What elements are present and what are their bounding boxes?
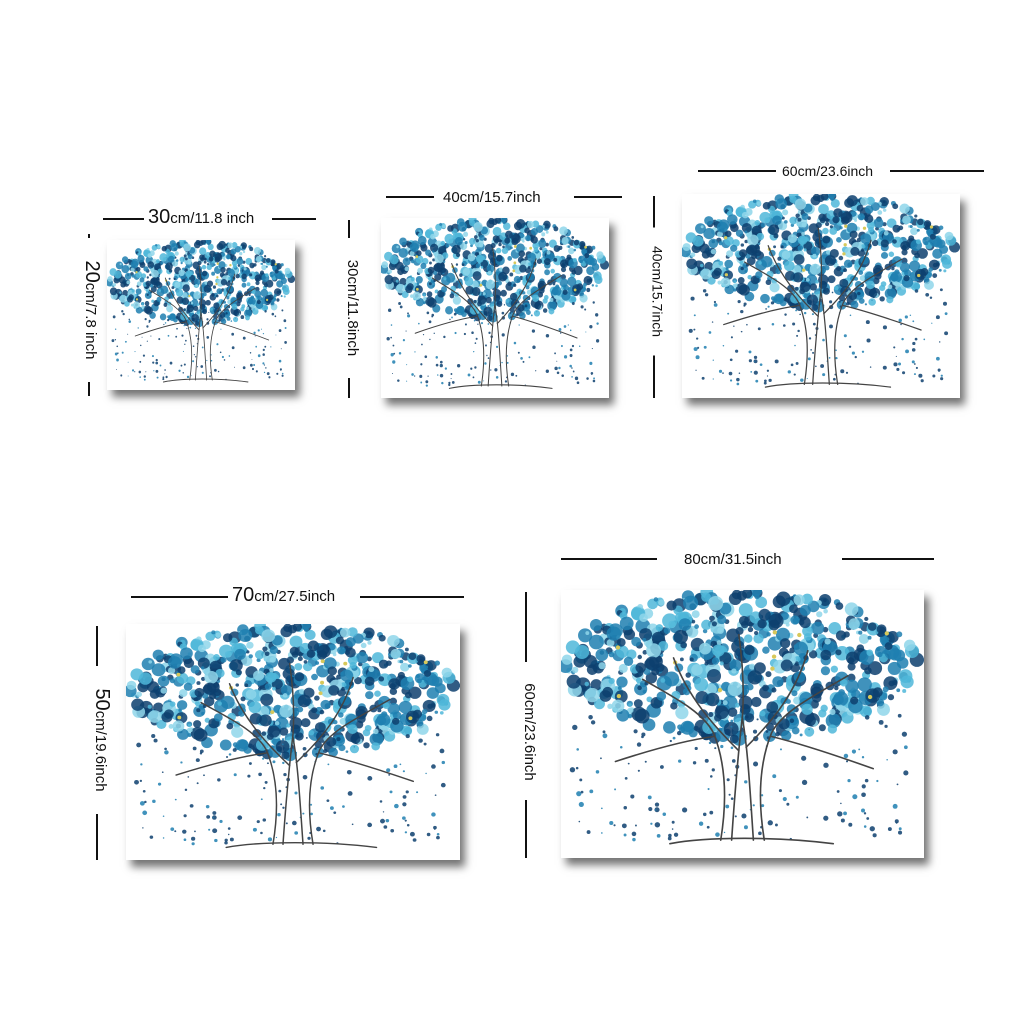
height-label: 20cm/7.8 inch — [81, 238, 103, 382]
width-line-right — [842, 558, 934, 560]
height-line-bottom — [653, 348, 655, 398]
height-line-bottom — [88, 370, 90, 396]
canvas-print-xlarge — [126, 624, 460, 860]
tree-painting — [126, 624, 460, 849]
width-line-left — [386, 196, 434, 198]
height-line-top — [348, 220, 350, 242]
height-line-top — [653, 196, 655, 232]
height-line-top — [525, 592, 527, 662]
width-line-right — [574, 196, 622, 198]
tree-canopy — [107, 240, 295, 381]
width-line-left — [698, 170, 776, 172]
width-label: 60cm/23.6inch — [778, 161, 878, 180]
tree-painting — [381, 218, 609, 389]
tree-canopy — [381, 218, 609, 387]
canvas-print-small — [107, 240, 295, 390]
canvas-print-xxlarge — [561, 590, 924, 858]
tree-trunk — [723, 227, 922, 388]
canvas-print-large — [682, 194, 960, 398]
tree-trunk — [175, 662, 414, 849]
width-label: 30cm/11.8 inch — [144, 207, 259, 228]
tree-painting — [107, 240, 295, 383]
height-line-top — [96, 626, 98, 670]
width-line-right — [360, 596, 464, 598]
width-line-right — [890, 170, 984, 172]
tree-trunk — [414, 247, 578, 389]
tree-painting — [682, 194, 960, 388]
height-label: 60cm/23.6inch — [520, 668, 540, 796]
canvas-print-medium — [381, 218, 609, 398]
tree-trunk — [614, 633, 874, 845]
height-label: 50cm/19.6inch — [91, 666, 113, 814]
height-line-bottom — [96, 808, 98, 860]
height-line-bottom — [348, 372, 350, 398]
height-line-bottom — [525, 800, 527, 858]
width-line-left — [131, 596, 231, 598]
height-label: 40cm/15.7inch — [648, 227, 668, 356]
height-label: 30cm/11.8inch — [343, 238, 363, 378]
width-line-right — [272, 218, 316, 220]
tree-trunk — [134, 264, 270, 383]
width-label: 80cm/31.5inch — [680, 549, 786, 569]
width-line-left — [561, 558, 657, 560]
tree-canopy — [126, 624, 460, 846]
width-label: 40cm/15.7inch — [439, 187, 545, 207]
tree-painting — [561, 590, 924, 845]
width-label: 70cm/27.5inch — [228, 585, 340, 606]
width-line-left — [103, 218, 148, 220]
tree-canopy — [561, 590, 924, 842]
